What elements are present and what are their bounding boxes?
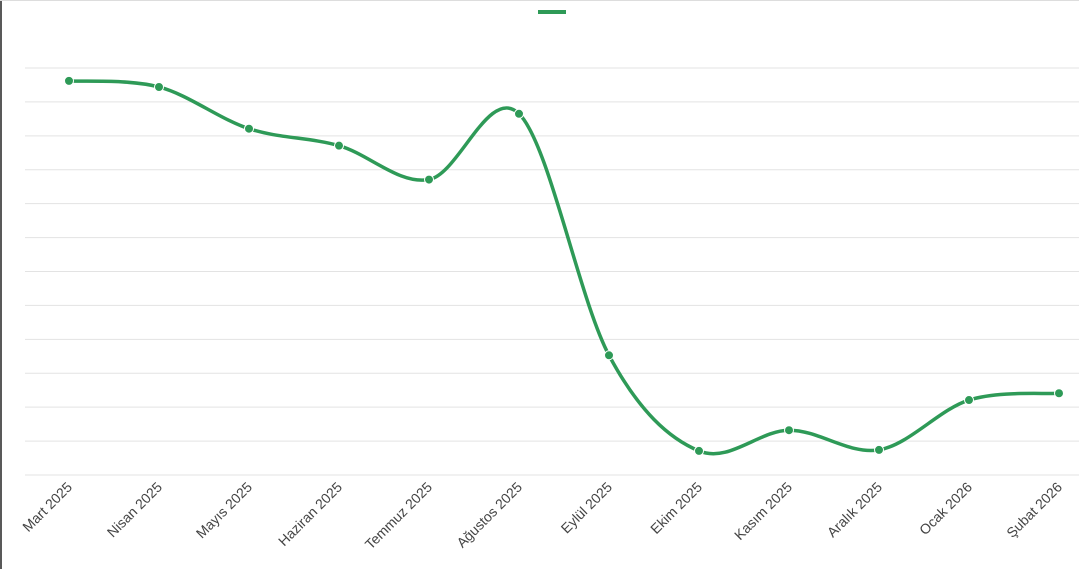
point	[964, 395, 974, 406]
point	[1054, 388, 1064, 399]
x-tick-label: Şubat 2026	[1003, 479, 1065, 541]
point	[514, 108, 524, 119]
point	[64, 75, 74, 86]
x-tick-label: Mart 2025	[19, 479, 75, 535]
point	[424, 174, 434, 185]
point	[154, 81, 164, 92]
point	[244, 123, 254, 134]
x-tick-label: Ocak 2026	[916, 479, 975, 538]
x-tick-label: Temmuz 2025	[362, 479, 436, 553]
point	[694, 445, 704, 456]
x-tick-label: Ağustos 2025	[453, 479, 525, 551]
point	[334, 140, 344, 151]
point	[874, 444, 884, 455]
point	[784, 425, 794, 436]
x-tick-label: Mayıs 2025	[193, 479, 256, 542]
point	[604, 350, 614, 361]
x-tick-label: Eylül 2025	[558, 479, 616, 537]
x-tick-label: Haziran 2025	[275, 479, 345, 549]
x-tick-label: Nisan 2025	[104, 479, 166, 541]
x-tick-label: Kasım 2025	[731, 479, 795, 543]
x-tick-label: Ekim 2025	[647, 479, 705, 537]
x-tick-label: Aralık 2025	[824, 479, 886, 541]
line	[68, 79, 1060, 456]
